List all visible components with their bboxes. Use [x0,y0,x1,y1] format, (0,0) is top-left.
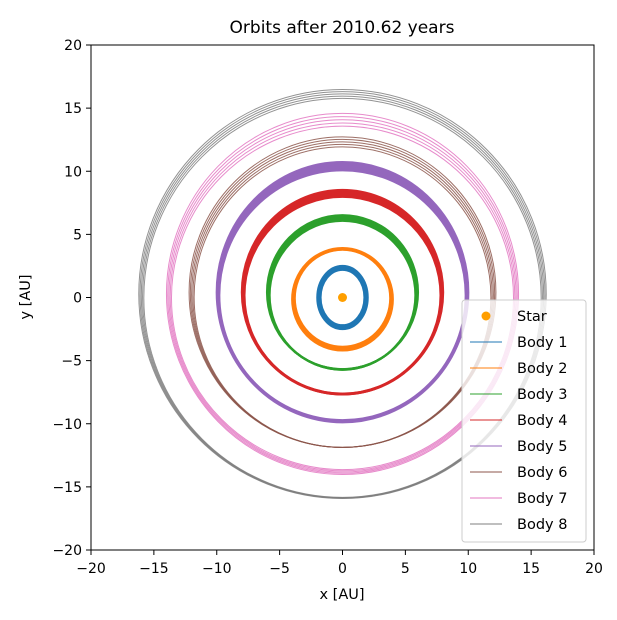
orbit-trace [188,136,497,448]
x-tick-label: −10 [202,561,232,577]
x-tick-label: −15 [139,561,169,577]
y-tick-label: −10 [52,417,82,433]
legend-label: Body 7 [517,491,567,507]
orbit-trace [316,264,369,331]
legend: Star Body 1 Body 2 Body 3 Body 4 Body 5 Body 6… [461,299,587,543]
legend-label: Body 4 [517,413,567,429]
orbit-body-2 [291,247,394,352]
x-tick-label: 0 [338,561,347,577]
legend-item: Body 6 [470,465,567,481]
orbit-body-8 [138,88,547,499]
legend-label: Star [517,309,547,325]
y-tick-label: −15 [52,480,82,496]
legend-label: Body 8 [517,517,567,533]
x-tick-label: 20 [585,561,603,577]
orbit-trace [291,247,394,352]
orbit-trace [138,88,547,499]
orbit-body-7 [165,112,520,476]
y-tick-label: 0 [73,291,82,307]
x-tick-label: 10 [459,561,477,577]
legend-item: Body 5 [470,439,567,455]
legend-item: Body 3 [470,387,567,403]
y-tick-label: 20 [64,38,82,54]
legend-item: Body 8 [470,517,567,533]
legend-box [461,299,587,543]
legend-item: Body 7 [470,491,567,507]
x-axis-ticks: −20 −15 −10 −5 0 5 10 15 20 [76,550,603,577]
orbit-trace [165,112,520,476]
y-axis-label: y [AU] [18,274,34,319]
legend-star-marker [481,311,491,321]
x-axis-label: x [AU] [319,587,364,603]
legend-label: Body 3 [517,387,567,403]
y-tick-label: −5 [61,354,82,370]
star-marker-layer [338,293,347,302]
legend-label: Body 5 [517,439,567,455]
x-tick-label: −5 [269,561,290,577]
star-marker [338,293,347,302]
orbit-trace [168,119,517,473]
y-axis-ticks: −20 −15 −10 −5 0 5 10 15 20 [52,38,91,559]
x-tick-label: −20 [76,561,106,577]
legend-label: Body 1 [517,335,567,351]
y-tick-label: 10 [64,164,82,180]
orbit-body-1 [316,264,369,331]
chart-title: Orbits after 2010.62 years [230,18,455,38]
legend-item: Body 1 [470,335,567,351]
x-tick-label: 5 [401,561,410,577]
legend-item: Body 2 [470,361,567,377]
orbit-trace [170,125,515,471]
legend-label: Body 6 [517,465,567,481]
orbit-trace [167,116,518,474]
orbit-trace [169,122,516,472]
orbit-trace [265,214,420,371]
orbit-body-4 [240,188,445,396]
orbit-trace [215,161,470,424]
orbit-body-5 [215,161,470,424]
y-tick-label: 15 [64,101,82,117]
orbit-trace [240,188,445,396]
legend-item: Star [481,309,547,325]
legend-label: Body 2 [517,361,567,377]
legend-item: Body 4 [470,413,567,429]
orbit-paths [138,88,547,499]
orbit-body-3 [265,214,420,371]
y-tick-label: 5 [73,227,82,243]
x-tick-label: 15 [522,561,540,577]
orbit-body-6 [188,136,497,448]
y-tick-label: −20 [52,543,82,559]
